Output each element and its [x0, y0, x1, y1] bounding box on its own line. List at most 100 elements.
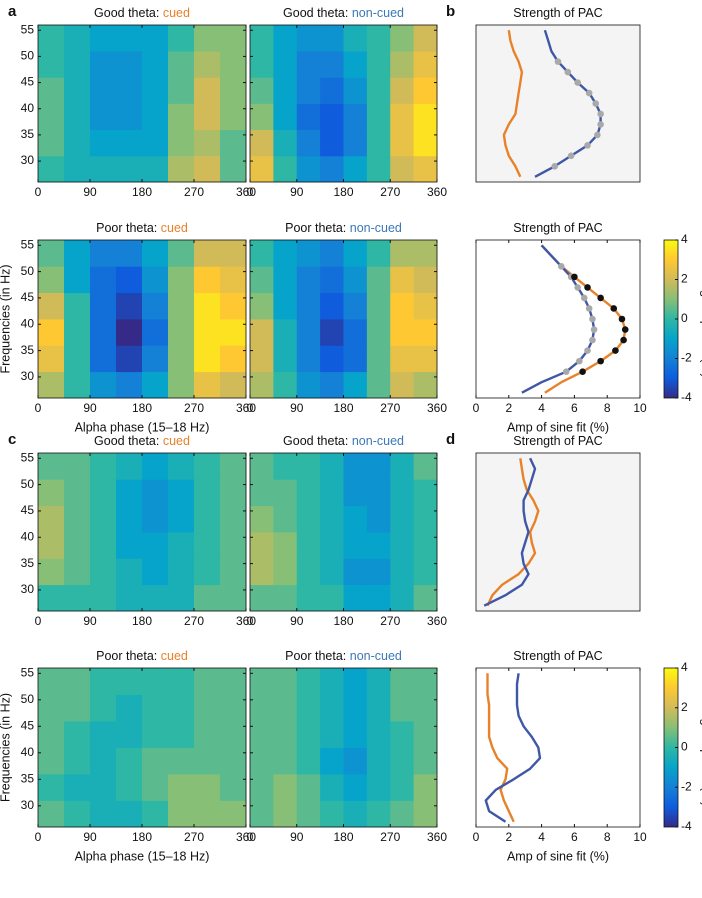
x-tick-label: 180	[132, 401, 152, 415]
heat-cell	[142, 319, 169, 346]
x-axis-label: Alpha phase (15–18 Hz)	[75, 849, 210, 863]
heat-cell	[296, 479, 321, 507]
heat-cell	[116, 668, 143, 695]
heat-cell	[390, 800, 415, 828]
heat-cell	[296, 129, 321, 157]
heat-cell	[116, 453, 143, 480]
x-tick-label: 180	[333, 830, 353, 844]
title-text: Poor theta:	[96, 221, 157, 235]
heat-cell	[38, 721, 65, 748]
heat-cell	[194, 668, 221, 695]
significance-dot	[589, 336, 596, 344]
series-line	[483, 457, 537, 607]
significance-dot	[551, 163, 559, 170]
heat-cell	[320, 292, 344, 320]
heat-cell	[142, 292, 169, 320]
heat-cell	[64, 505, 91, 533]
heat-cell	[142, 51, 169, 78]
y-tick-label: 45	[21, 290, 35, 304]
significance-dot	[618, 315, 626, 323]
heat-cell	[64, 77, 91, 104]
y-tick-label: 50	[21, 49, 35, 63]
heat-cell	[116, 103, 143, 131]
heat-cell	[142, 25, 169, 52]
heat-cell	[296, 584, 321, 612]
condition-text: cued	[163, 434, 190, 448]
x-tick-label: 10	[633, 401, 647, 415]
colorbar-tick-label: 2	[681, 700, 688, 714]
heat-cell	[194, 51, 221, 78]
heat-cell	[64, 584, 91, 612]
heat-cell	[343, 266, 368, 294]
heat-cell	[220, 77, 247, 104]
heat-cell	[366, 774, 391, 801]
significance-dot	[589, 315, 596, 323]
heat-cell	[220, 505, 247, 533]
heat-cell	[90, 694, 117, 722]
heat-cell	[168, 532, 195, 559]
heat-cell	[38, 155, 65, 183]
heat-cell	[320, 721, 344, 748]
significance-dot	[576, 357, 583, 365]
heat-cell	[220, 129, 247, 157]
heat-cell	[320, 25, 344, 52]
heat-cell	[296, 694, 321, 722]
heat-cell	[413, 319, 438, 346]
heat-cell	[38, 505, 65, 533]
panel-title: Good theta: non-cued	[283, 434, 404, 448]
title-text: Good theta:	[283, 434, 348, 448]
heat-cell	[250, 51, 274, 78]
x-tick-label: 2	[505, 830, 512, 844]
heat-cell	[366, 240, 391, 267]
heat-cell	[273, 240, 298, 267]
panel-letter: b	[446, 3, 455, 20]
x-tick-label: 2	[505, 401, 512, 415]
heat-cell	[64, 25, 91, 52]
significance-dot	[584, 284, 591, 291]
heat-cell	[320, 129, 344, 157]
heat-cell	[390, 371, 415, 399]
heat-cell	[194, 77, 221, 104]
heat-cell	[320, 479, 344, 507]
x-tick-label: 8	[604, 401, 611, 415]
heat-cell	[413, 800, 438, 828]
panel-title: Good theta: cued	[94, 434, 190, 448]
heat-cell	[413, 266, 438, 294]
series-line	[484, 673, 542, 823]
heat-cell	[273, 345, 298, 373]
colorbar-tick-label: 2	[681, 272, 688, 286]
heat-cell	[116, 558, 143, 586]
heat-cell	[366, 532, 391, 559]
x-tick-label: 360	[236, 830, 256, 844]
heat-cell	[413, 240, 438, 267]
heat-cell	[273, 668, 298, 695]
heat-cell	[390, 25, 415, 52]
x-tick-label: 360	[236, 401, 256, 415]
x-tick-label: 270	[380, 830, 400, 844]
heat-cell	[220, 694, 247, 722]
heat-cell	[320, 371, 344, 399]
heat-cell	[250, 319, 274, 346]
y-tick-label: 30	[21, 153, 35, 167]
heat-cell	[90, 51, 117, 78]
heat-cell	[296, 800, 321, 828]
significance-dot	[585, 305, 593, 312]
significance-dot	[584, 347, 591, 354]
heat-cell	[273, 77, 298, 104]
heat-cell	[343, 558, 368, 586]
heat-cell	[142, 800, 169, 828]
heat-cell	[320, 532, 344, 559]
significance-dot	[597, 110, 604, 118]
heat-cell	[343, 129, 368, 157]
heat-cell	[413, 668, 438, 695]
heat-cell	[220, 345, 247, 373]
heat-cell	[366, 103, 391, 131]
heat-cell	[413, 694, 438, 722]
condition-text: cued	[161, 649, 188, 663]
heat-cell	[168, 453, 195, 480]
heat-cell	[390, 129, 415, 157]
heat-cell	[38, 800, 65, 828]
heat-cell	[390, 505, 415, 533]
heat-cell	[273, 453, 298, 480]
heat-cell	[64, 345, 91, 373]
